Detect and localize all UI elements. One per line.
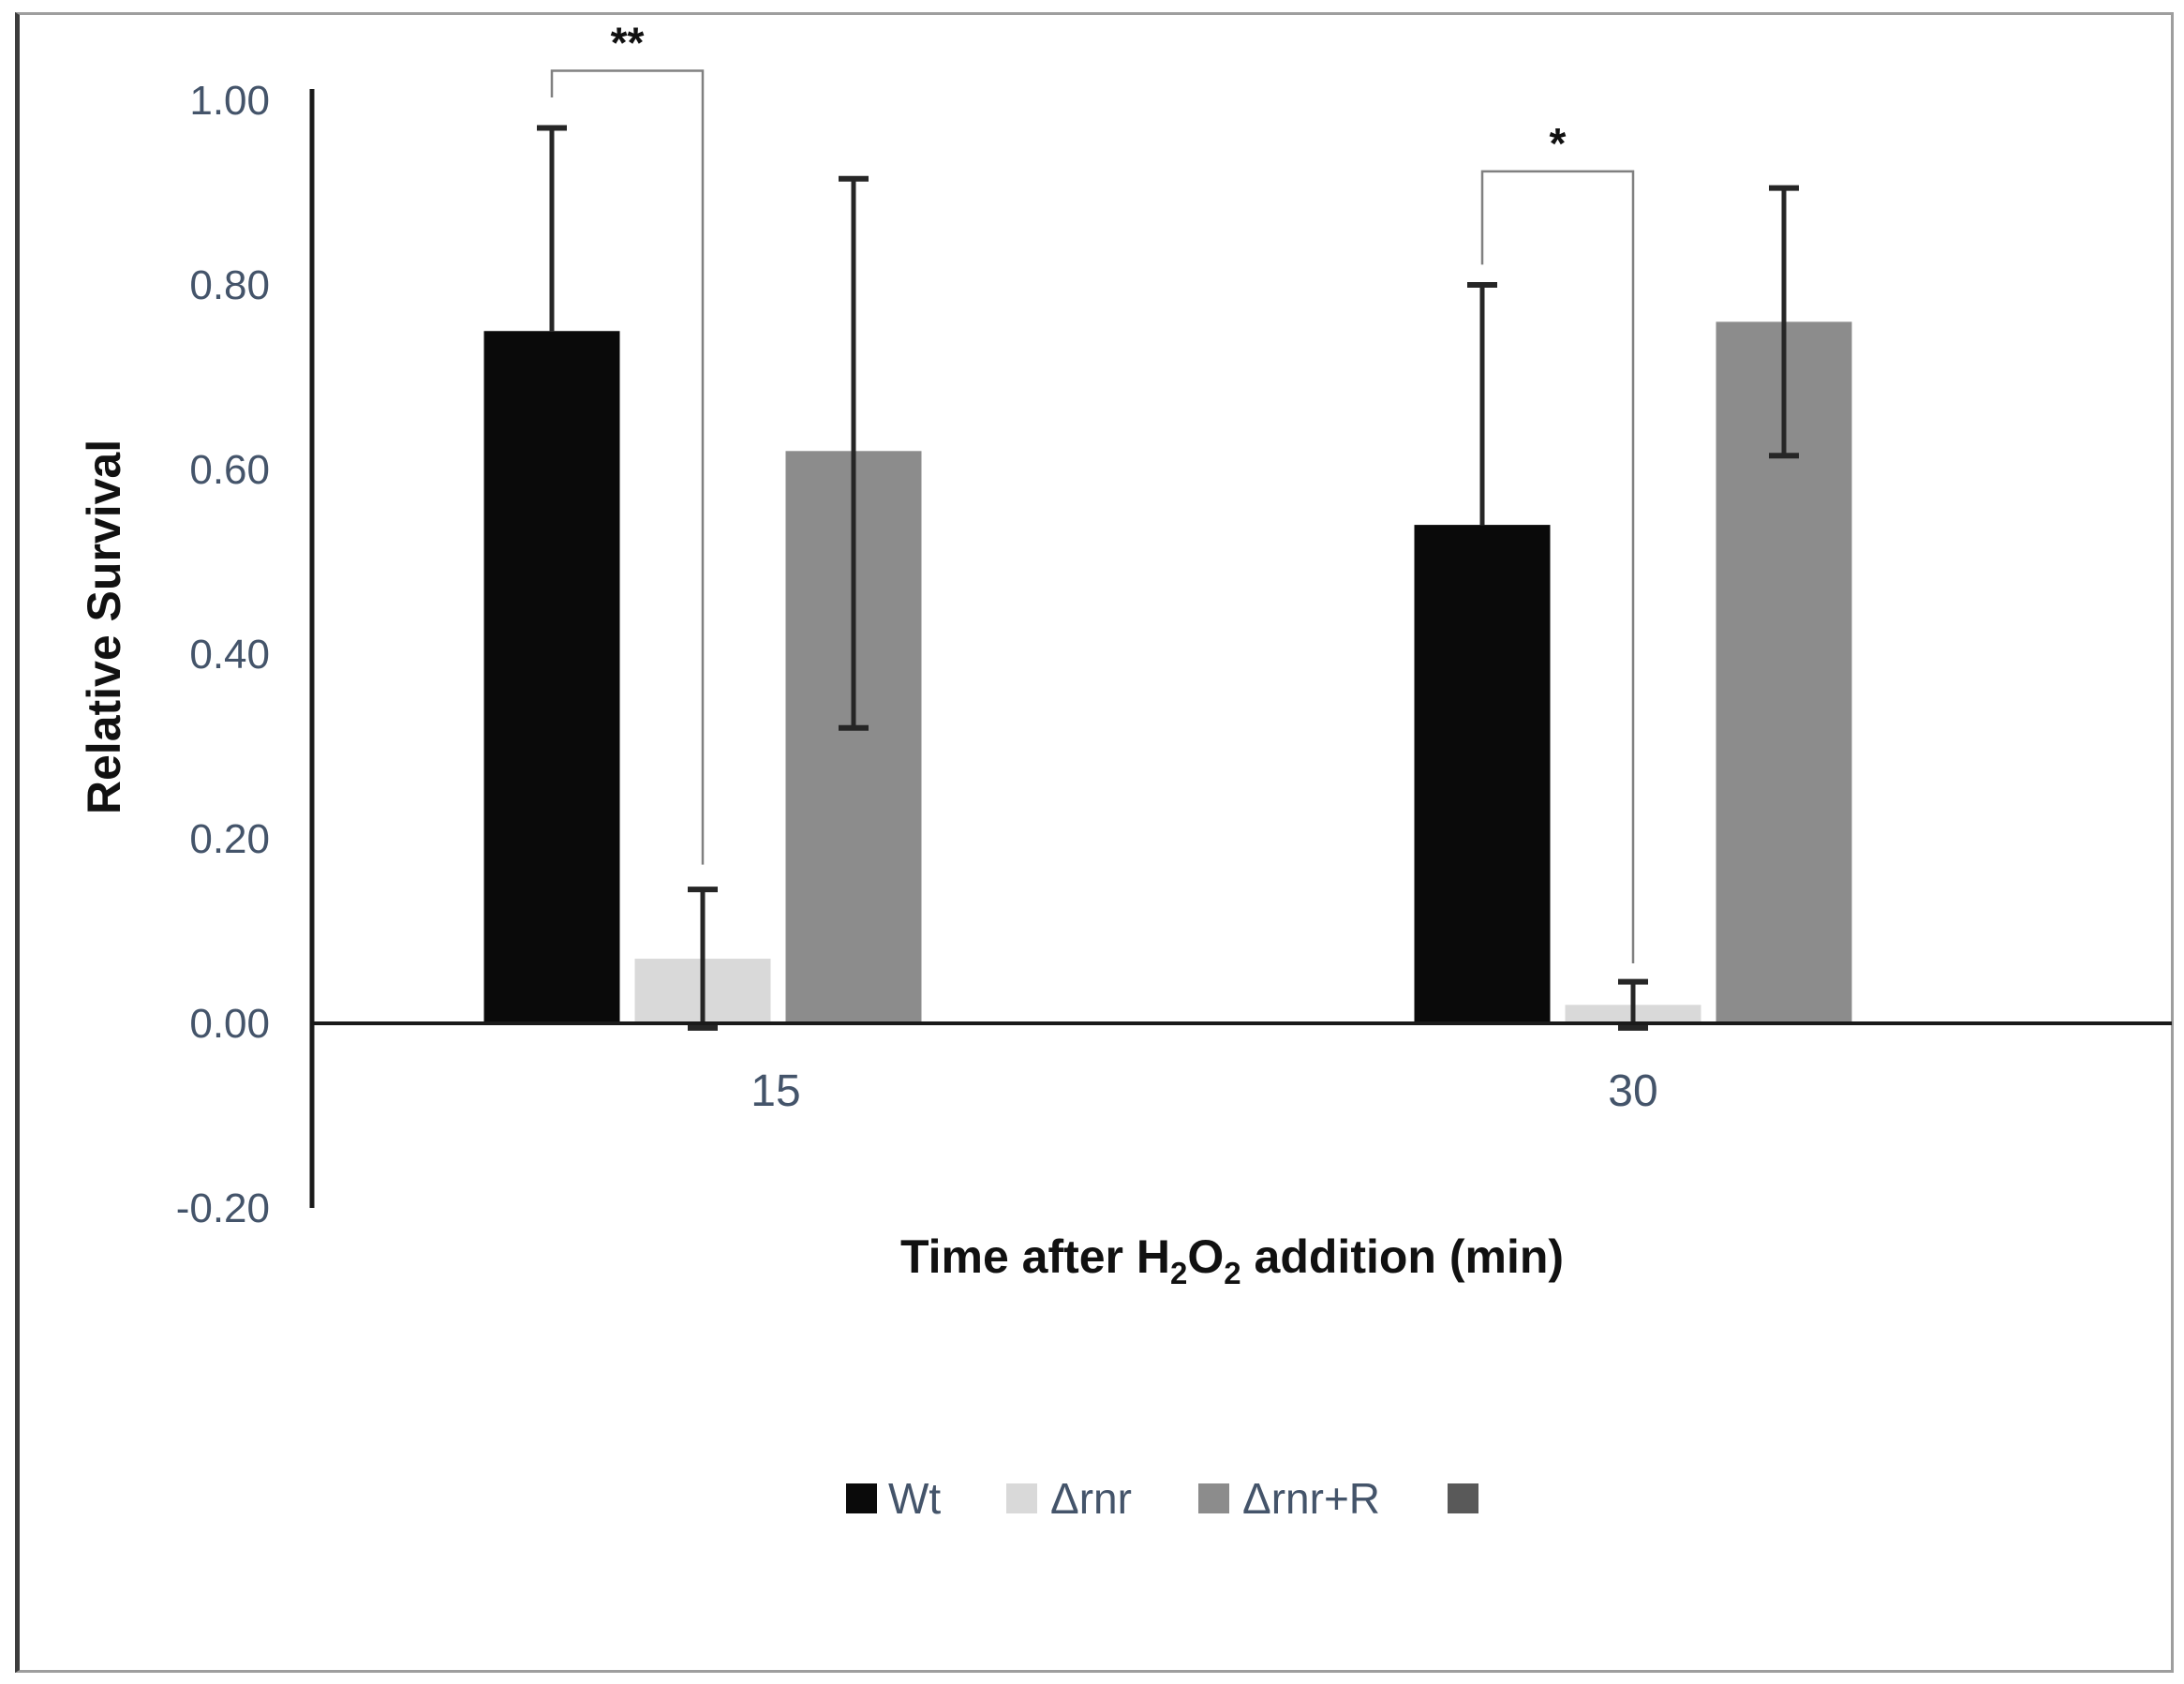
axes-layer [309, 89, 2172, 1208]
y-tick-label-0.20: 0.20 [189, 816, 270, 862]
y-axis-title: Relative Survival [78, 440, 130, 814]
y-tick-label-0.00: 0.00 [189, 1001, 270, 1047]
labels-layer: 1.00 0.80 0.60 0.40 0.20 0.00 -0.20 15 30 [176, 78, 1658, 1231]
legend-swatch-series4 [1448, 1483, 1478, 1513]
legend-swatch-Δrnr+R [1198, 1483, 1229, 1513]
bar-Wt-15 [483, 331, 620, 1023]
legend-swatch-Wt [846, 1483, 877, 1513]
x-category-label-30: 30 [1608, 1066, 1657, 1116]
y-tick-label-0.40: 0.40 [189, 632, 270, 678]
y-tick-label-0.80: 0.80 [189, 262, 270, 308]
significance-label-15: ** [611, 18, 645, 67]
significance-label-30: * [1550, 119, 1567, 168]
significance-bracket-15 [550, 69, 705, 865]
x-category-label-15: 15 [750, 1066, 800, 1116]
legend: Wt Δrnr Δrnr+R [846, 1474, 1478, 1523]
legend-label-Wt: Wt [888, 1474, 941, 1523]
error-bars-layer [537, 125, 1799, 1031]
y-tick-label-1.00: 1.00 [189, 78, 270, 124]
significance-layer: *** [550, 18, 1635, 963]
x-axis-title: Time after H2O2 addition (min) [900, 1230, 1564, 1290]
legend-label-Δrnr: Δrnr [1050, 1474, 1132, 1523]
legend-label-Δrnr+R: Δrnr+R [1242, 1474, 1380, 1523]
bars-layer [483, 321, 1852, 1023]
y-tick-label-0.60: 0.60 [189, 447, 270, 493]
legend-swatch-Δrnr [1006, 1483, 1037, 1513]
y-tick-label--0.20: -0.20 [176, 1185, 270, 1231]
bar-Wt-30 [1414, 525, 1551, 1023]
significance-bracket-30 [1480, 170, 1635, 963]
